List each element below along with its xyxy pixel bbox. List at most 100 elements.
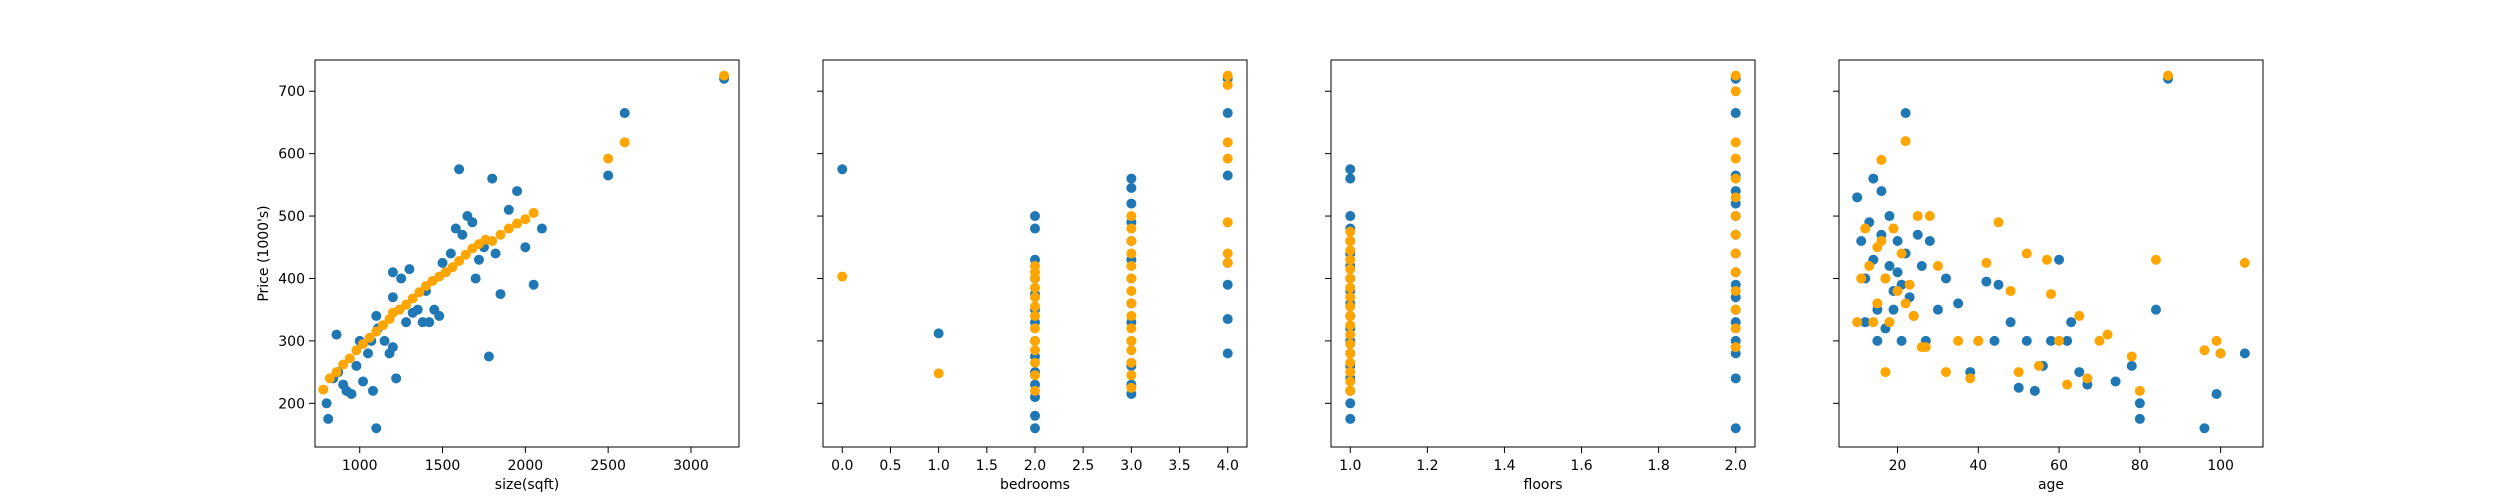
- predicted-price-point: [344, 353, 355, 364]
- predicted-price-point: [603, 153, 614, 164]
- actual-price-point: [1872, 335, 1883, 346]
- actual-price-point: [1884, 260, 1895, 271]
- actual-price-point: [387, 342, 398, 353]
- actual-price-point: [367, 385, 378, 396]
- actual-price-point: [1892, 236, 1903, 247]
- actual-price-point: [483, 351, 494, 362]
- actual-price-point: [1345, 173, 1356, 184]
- predicted-price-point: [1030, 385, 1040, 396]
- x-tick-label: 40: [1969, 458, 1987, 474]
- predicted-price-point: [1973, 335, 1984, 346]
- predicted-price-point: [1222, 153, 1233, 164]
- predicted-price-point: [2074, 310, 2085, 321]
- scatter-panel-0: 200 300 400 500 600 700 1000 1500 2000 2500 3000: [278, 59, 740, 474]
- predicted-price-point: [1908, 310, 1919, 321]
- predicted-price-point: [1222, 137, 1233, 148]
- predicted-price-point: [2126, 351, 2137, 362]
- predicted-price-point: [1126, 370, 1137, 381]
- actual-price-point: [503, 204, 514, 215]
- actual-price-point: [619, 108, 630, 119]
- predicted-price-point: [1730, 248, 1741, 259]
- predicted-price-point: [1730, 285, 1741, 296]
- actual-price-point: [473, 254, 484, 265]
- actual-price-point: [1345, 413, 1356, 424]
- predicted-price-point: [1730, 153, 1741, 164]
- predicted-price-point: [1730, 304, 1741, 315]
- predicted-price-point: [1030, 323, 1040, 334]
- predicted-price-point: [528, 207, 539, 218]
- actual-price-point: [346, 388, 357, 399]
- y-axis-label: Price (1000's): [256, 205, 272, 301]
- x-tick-label: 2.0: [1024, 458, 1046, 474]
- actual-price-point: [2134, 398, 2145, 409]
- predicted-price-point: [1126, 323, 1137, 334]
- actual-price-point: [837, 164, 848, 175]
- actual-price-point: [2013, 382, 2024, 393]
- actual-price-point: [1222, 108, 1233, 119]
- actual-price-point: [331, 329, 342, 340]
- actual-price-point: [1030, 423, 1040, 434]
- predicted-price-point: [338, 359, 349, 370]
- predicted-price-point: [2046, 289, 2056, 300]
- actual-price-point: [387, 267, 398, 278]
- actual-price-point: [454, 164, 465, 175]
- predicted-price-point: [1730, 342, 1741, 353]
- x-tick-label: 1.0: [928, 458, 950, 474]
- predicted-price-point: [1345, 292, 1356, 303]
- predicted-price-point: [318, 384, 329, 395]
- predicted-price-point: [1730, 229, 1741, 240]
- actual-price-point: [391, 373, 402, 384]
- predicted-price-point: [1345, 367, 1356, 378]
- actual-price-point: [1892, 267, 1903, 278]
- actual-price-point: [2126, 360, 2137, 371]
- actual-price-point: [467, 217, 478, 228]
- predicted-price-point: [1730, 323, 1741, 334]
- actual-price-point: [1932, 304, 1943, 315]
- predicted-price-point: [2041, 254, 2052, 265]
- actual-price-point: [2005, 317, 2016, 328]
- predicted-price-point: [1345, 310, 1356, 321]
- predicted-price-point: [377, 320, 388, 331]
- scatter-panel-3: 20 40 60 80 100: [1833, 59, 2264, 474]
- actual-price-point: [1222, 314, 1233, 325]
- predicted-price-point: [358, 339, 369, 350]
- predicted-price-point: [2215, 348, 2226, 359]
- predicted-price-point: [520, 214, 531, 225]
- actual-price-point: [1916, 260, 1927, 271]
- predicted-price-point: [1345, 254, 1356, 265]
- predicted-price-point: [1345, 226, 1356, 237]
- actual-price-point: [1222, 279, 1233, 290]
- predicted-price-point: [1953, 335, 1964, 346]
- predicted-price-point: [1892, 285, 1903, 296]
- predicted-price-point: [2082, 373, 2093, 384]
- actual-price-point: [437, 257, 448, 268]
- x-axis-label-age: age: [2038, 477, 2064, 493]
- predicted-price-point: [1880, 367, 1891, 378]
- predicted-price-point: [1864, 260, 1875, 271]
- predicted-price-point: [2062, 379, 2073, 390]
- actual-price-point: [371, 310, 382, 321]
- predicted-price-point: [1126, 285, 1137, 296]
- predicted-price-point: [1030, 370, 1040, 381]
- actual-price-point: [2066, 317, 2077, 328]
- predicted-price-point: [619, 137, 630, 148]
- x-tick-label: 2500: [590, 458, 626, 474]
- predicted-price-point: [1965, 373, 1976, 384]
- actual-price-point: [412, 304, 423, 315]
- predicted-price-point: [1030, 310, 1040, 321]
- predicted-price-point: [1030, 292, 1040, 303]
- predicted-price-point: [371, 326, 382, 337]
- actual-price-point: [401, 317, 412, 328]
- predicted-price-point: [1730, 267, 1741, 278]
- actual-price-point: [1030, 223, 1040, 234]
- predicted-price-point: [1030, 282, 1040, 293]
- x-tick-label: 3.5: [1168, 458, 1190, 474]
- predicted-price-point: [1126, 298, 1137, 309]
- predicted-price-point: [2005, 285, 2016, 296]
- x-tick-label: 1.5: [976, 458, 998, 474]
- actual-price-point: [2062, 335, 2073, 346]
- predicted-price-point: [1941, 367, 1952, 378]
- actual-price-point: [1884, 211, 1895, 222]
- predicted-price-point: [1345, 282, 1356, 293]
- x-tick-label: 1.0: [1339, 458, 1361, 474]
